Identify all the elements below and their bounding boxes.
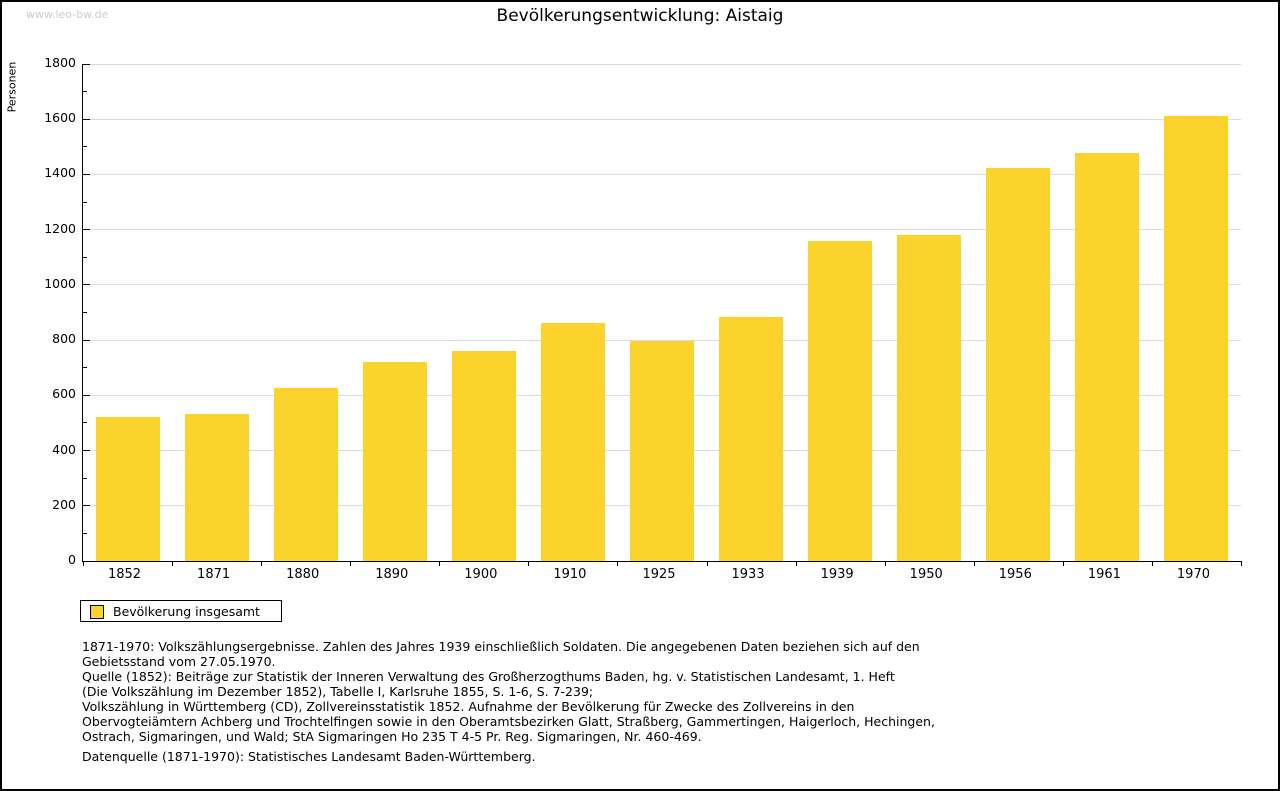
y-axis-title: Personen <box>5 61 19 113</box>
y-tick-label-1400: 1400 <box>44 165 76 181</box>
y-tick-major-1800 <box>83 63 90 65</box>
y-tick-label-0: 0 <box>68 552 76 567</box>
gridline-1600 <box>83 118 1241 120</box>
x-boundary-tick-8 <box>795 561 797 566</box>
gridline-1400 <box>83 173 1241 175</box>
y-tick-label-1800: 1800 <box>44 55 76 70</box>
bar-1939 <box>808 241 873 561</box>
x-tick-label-1970: 1970 <box>1176 567 1210 582</box>
y-tick-major-1600 <box>83 118 90 120</box>
x-boundary-tick-1 <box>172 561 174 566</box>
y-tick-major-1000 <box>83 284 90 286</box>
gridline-1800 <box>83 63 1241 65</box>
x-boundary-tick-5 <box>528 561 530 566</box>
y-tick-major-1400 <box>83 173 90 175</box>
y-tick-major-200 <box>83 505 90 507</box>
y-tick-minor-1100 <box>83 256 87 258</box>
x-tick-label-1925: 1925 <box>642 567 676 582</box>
bar-1852 <box>95 417 160 561</box>
x-tick-label-1910: 1910 <box>553 567 587 582</box>
legend-color-swatch <box>90 605 104 619</box>
x-boundary-tick-9 <box>884 561 886 566</box>
footnote-lines: 1871-1970: Volkszählungsergebnisse. Zahl… <box>82 639 935 744</box>
bar-1880 <box>273 388 338 561</box>
x-tick-label-1852: 1852 <box>107 567 142 582</box>
x-boundary-tick-3 <box>350 561 352 566</box>
x-boundary-tick-0 <box>83 561 84 566</box>
footnote-line-5: Volkszählung in Württemberg (CD), Zollve… <box>82 699 855 714</box>
x-tick-label-1890: 1890 <box>375 567 409 582</box>
x-tick-label-1900: 1900 <box>464 567 498 582</box>
x-boundary-tick-2 <box>261 561 263 566</box>
bar-1910 <box>540 323 605 561</box>
y-tick-label-600: 600 <box>52 386 76 402</box>
bar-1970 <box>1164 115 1229 561</box>
y-tick-minor-1700 <box>83 91 87 93</box>
x-boundary-tick-11 <box>1062 561 1064 566</box>
legend-series-label: Bevölkerung insgesamt <box>113 604 260 619</box>
y-tick-major-400 <box>83 450 90 452</box>
y-tick-minor-1300 <box>83 201 87 203</box>
x-boundary-tick-13 <box>1241 561 1242 566</box>
y-tick-minor-1500 <box>83 146 87 148</box>
x-boundary-tick-10 <box>973 561 975 566</box>
gridline-1000 <box>83 284 1241 286</box>
y-tick-major-600 <box>83 394 90 396</box>
y-tick-label-200: 200 <box>52 496 76 512</box>
y-tick-minor-100 <box>83 532 87 534</box>
x-tick-label-1950: 1950 <box>909 567 943 582</box>
bar-1961 <box>1075 153 1140 561</box>
y-tick-minor-900 <box>83 312 87 313</box>
y-tick-label-800: 800 <box>52 331 76 347</box>
x-tick-label-1880: 1880 <box>286 567 320 582</box>
y-tick-minor-500 <box>83 422 87 424</box>
footnote-line-7: Ostrach, Sigmaringen, und Wald; StA Sigm… <box>82 729 702 744</box>
x-tick-label-1956: 1956 <box>998 567 1032 582</box>
x-boundary-tick-6 <box>617 561 619 566</box>
y-tick-label-1000: 1000 <box>44 275 76 291</box>
bar-1956 <box>986 167 1051 561</box>
footnote-line-2: Gebietsstand vom 27.05.1970. <box>82 654 276 669</box>
legend-box: Bevölkerung insgesamt <box>80 600 282 622</box>
datasource-line: Datenquelle (1871-1970): Statistisches L… <box>82 749 536 764</box>
gridline-800 <box>83 339 1241 341</box>
bar-1925 <box>630 340 694 561</box>
y-tick-minor-300 <box>83 477 87 479</box>
x-tick-label-1871: 1871 <box>197 567 231 582</box>
footnote-line-1: 1871-1970: Volkszählungsergebnisse. Zahl… <box>82 639 920 654</box>
y-tick-major-1200 <box>83 229 90 231</box>
y-tick-label-400: 400 <box>52 441 76 457</box>
y-tick-label-1600: 1600 <box>44 110 76 126</box>
y-tick-major-800 <box>83 339 90 341</box>
x-boundary-tick-4 <box>439 561 441 566</box>
x-tick-label-1961: 1961 <box>1087 567 1121 582</box>
bar-1871 <box>184 414 249 561</box>
bar-1900 <box>451 350 516 561</box>
x-boundary-tick-12 <box>1151 561 1153 566</box>
y-tick-label-1200: 1200 <box>44 220 76 236</box>
bar-1890 <box>362 362 427 561</box>
chart-title: Bevölkerungsentwicklung: Aistaig <box>496 6 784 26</box>
y-tick-minor-700 <box>83 367 87 369</box>
footnote-block: 1871-1970: Volkszählungsergebnisse. Zahl… <box>82 639 935 764</box>
footnote-line-4: (Die Volkszählung im Dezember 1852), Tab… <box>82 684 594 699</box>
x-boundary-tick-7 <box>706 561 708 566</box>
bar-1933 <box>719 317 784 561</box>
footnote-line-6: Obervogteiämtern Achberg und Trochtelfin… <box>82 714 935 729</box>
x-tick-label-1939: 1939 <box>820 567 854 582</box>
footnote-line-3: Quelle (1852): Beiträge zur Statistik de… <box>82 669 895 684</box>
watermark-url: www.leo-bw.de <box>26 8 109 21</box>
gridline-1200 <box>83 229 1241 231</box>
chart-plot-area <box>82 63 1242 566</box>
bar-1950 <box>897 234 962 561</box>
x-tick-label-1933: 1933 <box>731 567 765 582</box>
